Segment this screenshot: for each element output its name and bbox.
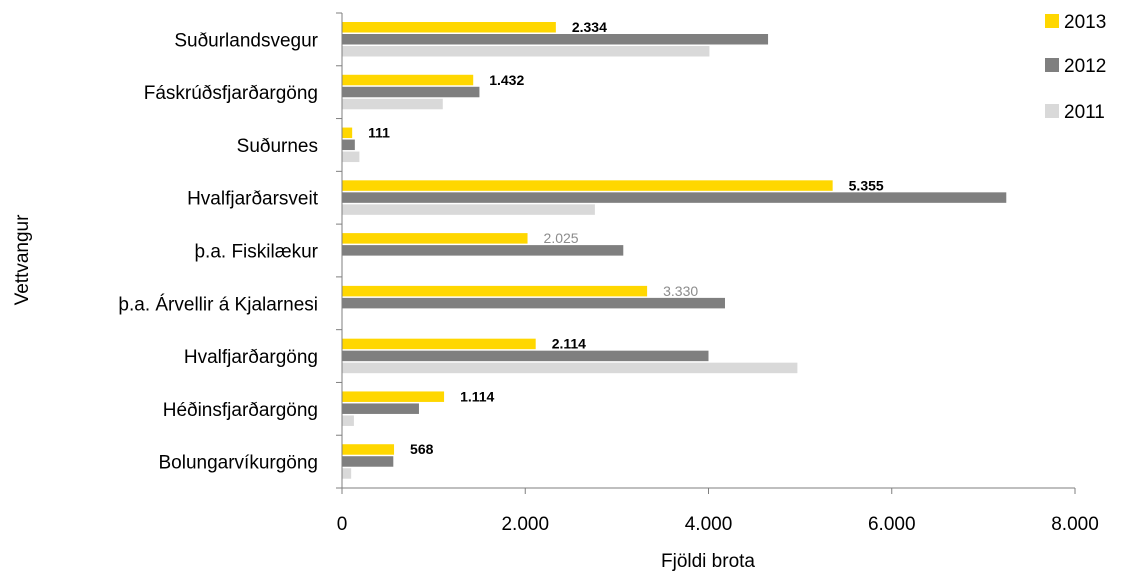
bar-2013-6	[342, 285, 648, 297]
bar-2013-9	[342, 444, 395, 455]
bar-2011-8	[342, 415, 354, 426]
bar-2013-2	[342, 74, 474, 86]
legend: 2013 2012 2011	[1045, 12, 1106, 123]
x-tick-label: 0	[337, 514, 348, 535]
legend-label-2012: 2012	[1064, 56, 1106, 77]
bar-2011-9	[342, 468, 352, 479]
plot-area: 2.334 1.432 111 5.355 2.025 3.330 2.114 1.114 56…	[342, 19, 1007, 479]
bar-2012-2	[342, 86, 480, 98]
y-tick-label: Suðurlandsvegur	[174, 30, 318, 51]
bar-2013-3	[342, 127, 353, 139]
y-tick-label: þ.a. Árvellir á Kjalarnesi	[118, 294, 318, 315]
bar-2013-7	[342, 338, 536, 350]
y-tick-label: Hvalfjarðargöng	[184, 347, 318, 368]
y-tick-label: Héðinsfjarðargöng	[163, 400, 318, 421]
legend-label-2013: 2013	[1064, 12, 1106, 33]
data-label-1: 2.334	[572, 19, 607, 35]
data-label-2: 1.432	[489, 72, 524, 88]
x-axis-title: Fjöldi brota	[661, 551, 755, 572]
y-tick-label: Suðurnes	[237, 136, 318, 157]
y-axis-title: Vettvangur	[12, 214, 33, 306]
bar-2012-7	[342, 350, 709, 362]
x-tick-label: 2.000	[501, 514, 549, 535]
x-tick-label: 8.000	[1051, 514, 1099, 535]
data-label-3: 111	[368, 125, 390, 141]
data-label-9: 568	[410, 441, 434, 457]
legend-label-2011: 2011	[1064, 102, 1105, 123]
y-tick-label: Bolungarvíkurgöng	[159, 453, 319, 474]
data-label-5: 2.025	[544, 230, 579, 246]
legend-swatch-2011	[1045, 104, 1059, 118]
bar-2013-8	[342, 391, 445, 402]
data-label-4: 5.355	[849, 177, 884, 193]
bar-2011-2	[342, 98, 443, 110]
bar-2012-9	[342, 456, 394, 467]
bar-2012-4	[342, 192, 1007, 203]
bar-2012-1	[342, 34, 769, 45]
bar-2011-1	[342, 46, 710, 57]
bar-2013-5	[342, 233, 528, 244]
bar-2011-7	[342, 362, 798, 374]
y-tick-label: Fáskrúðsfjarðargöng	[144, 83, 318, 104]
bar-2013-1	[342, 22, 556, 33]
bar-2012-6	[342, 297, 725, 309]
y-tick-label: þ.a. Fiskilækur	[194, 242, 318, 263]
bar-2011-3	[342, 151, 360, 163]
x-tick-label: 4.000	[685, 514, 733, 535]
bar-2012-8	[342, 403, 419, 414]
data-label-7: 2.114	[552, 336, 586, 352]
y-tick-label: Hvalfjarðarsveit	[187, 189, 319, 210]
bar-2011-4	[342, 204, 595, 215]
axes: Suðurlandsvegur Fáskrúðsfjarðargöng Suðurn…	[118, 12, 1099, 535]
bar-2013-4	[342, 180, 833, 191]
data-label-6: 3.330	[663, 283, 698, 299]
bar-2012-3	[342, 139, 355, 151]
legend-swatch-2013	[1045, 14, 1059, 28]
legend-swatch-2012	[1045, 58, 1059, 72]
data-label-8: 1.114	[460, 388, 494, 404]
x-tick-label: 6.000	[868, 514, 916, 535]
bar-2012-5	[342, 245, 624, 256]
